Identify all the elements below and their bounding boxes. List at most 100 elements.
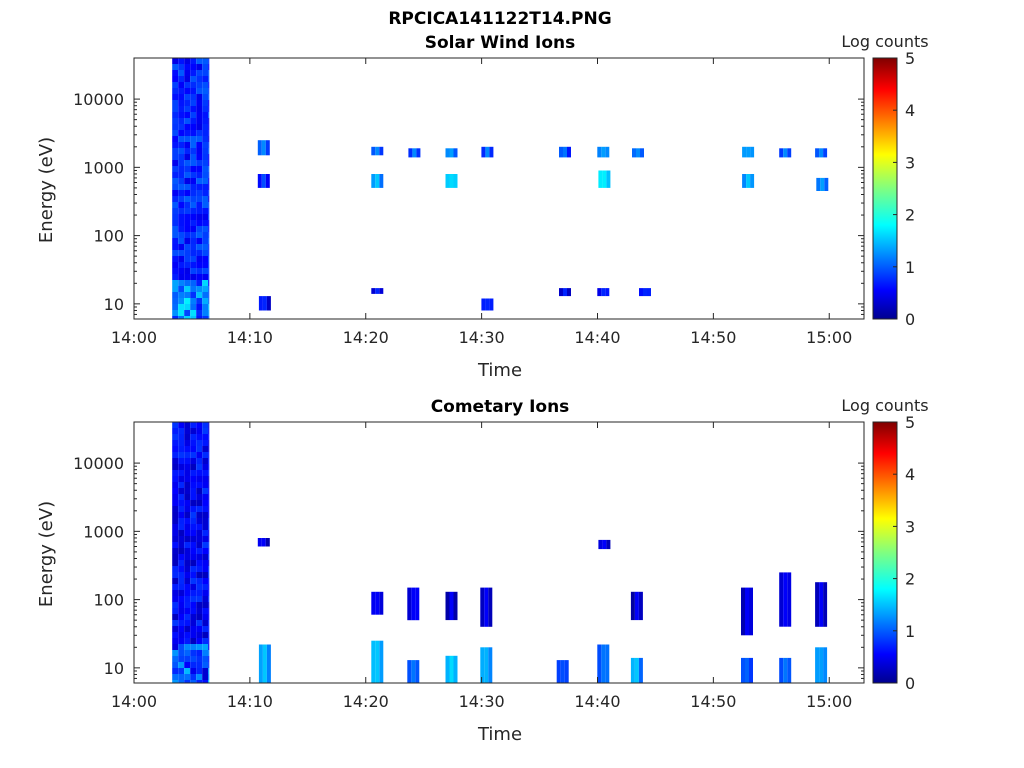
spectrogram-burst [563,146,567,158]
background-cell [172,244,179,250]
plot-frame [133,57,865,320]
background-cell [196,458,203,464]
background-cell [196,488,203,494]
background-cell [184,232,191,238]
background-cell [208,100,210,106]
background-cell [172,620,179,626]
x-tick-label: 14:10 [227,328,273,347]
spectrogram-burst [415,587,420,621]
background-cell [178,268,185,274]
background-cell [196,644,203,650]
background-cell [178,476,185,482]
background-cell [172,160,179,166]
spectrogram-burst [563,288,567,297]
background-cell [196,178,203,184]
background-cell [202,476,209,482]
background-cell [190,70,197,76]
background-cell [196,112,203,118]
background-cell [190,268,197,274]
background-cell [190,112,197,118]
background-cell [184,202,191,208]
y-tick-label: 1000 [83,158,124,177]
spectrogram-burst [598,539,603,550]
background-cell [190,608,197,614]
background-cell [196,440,203,446]
y-tick-label: 100 [93,591,124,610]
background-cell [208,524,210,530]
background-cell [178,674,185,680]
spectrogram-burst [257,538,262,547]
colorbar [872,421,898,684]
background-cell [208,590,210,596]
background-cell [178,548,185,554]
spectrogram-burst [746,146,751,158]
background-cell [208,148,210,154]
spectrogram-burst [746,174,751,188]
background-cell [208,304,210,310]
background-cell [196,130,203,136]
spectrogram-burst [783,148,788,158]
spectrogram-burst [602,539,607,550]
y-axis-label: Energy (eV) [36,137,57,243]
background-cell [178,632,185,638]
background-cell [178,118,185,124]
background-cell [178,292,185,298]
background-cell [184,518,191,524]
background-cell [172,88,179,94]
background-cell [202,572,209,578]
x-tick-label: 14:40 [574,328,620,347]
background-cell [172,638,179,644]
spectrogram-burst [445,655,450,683]
spectrogram-burst [265,538,270,547]
background-cell [184,238,191,244]
background-cell [202,88,209,94]
background-cell [184,148,191,154]
background-cell [184,608,191,614]
background-cell [208,632,210,638]
background-cell [202,76,209,82]
spectrogram-burst [261,174,266,188]
x-axis-label: Time [477,724,522,745]
x-tick-label: 15:00 [806,328,852,347]
background-cell [208,614,210,620]
background-cell [172,656,179,662]
background-cell [202,160,209,166]
background-cell [208,542,210,548]
background-cell [178,578,185,584]
background-cell [190,464,197,470]
spectrogram-burst [567,146,571,158]
background-cell [184,112,191,118]
background-cell [178,596,185,602]
background-cell [178,298,185,304]
spectrogram-burst [741,657,745,683]
background-cell [202,130,209,136]
spectrogram-burst [643,288,647,297]
spectrogram-burst [485,298,490,311]
background-cell [208,286,210,292]
background-cell [202,94,209,100]
background-cell [208,310,210,316]
background-cell [196,304,203,310]
background-cell [196,620,203,626]
background-cell [196,542,203,548]
colorbar-tick-label: 1 [905,622,915,641]
background-cell [190,124,197,130]
background-cell [208,220,210,226]
background-cell [196,494,203,500]
background-cell [172,298,179,304]
background-cell [208,160,210,166]
spectrogram-burst [823,647,828,683]
background-cell [196,584,203,590]
spectrogram-burst [636,148,640,158]
background-cell [196,530,203,536]
background-cell [184,614,191,620]
background-cell [178,286,185,292]
background-cell [208,142,210,148]
background-cell [172,536,179,542]
spectrogram-burst [257,174,262,188]
colorbar-tick-label: 3 [905,153,915,172]
background-cell [196,674,203,680]
spectrogram-burst [262,644,267,683]
background-cell [184,680,191,683]
spectrogram-burst [481,146,486,158]
